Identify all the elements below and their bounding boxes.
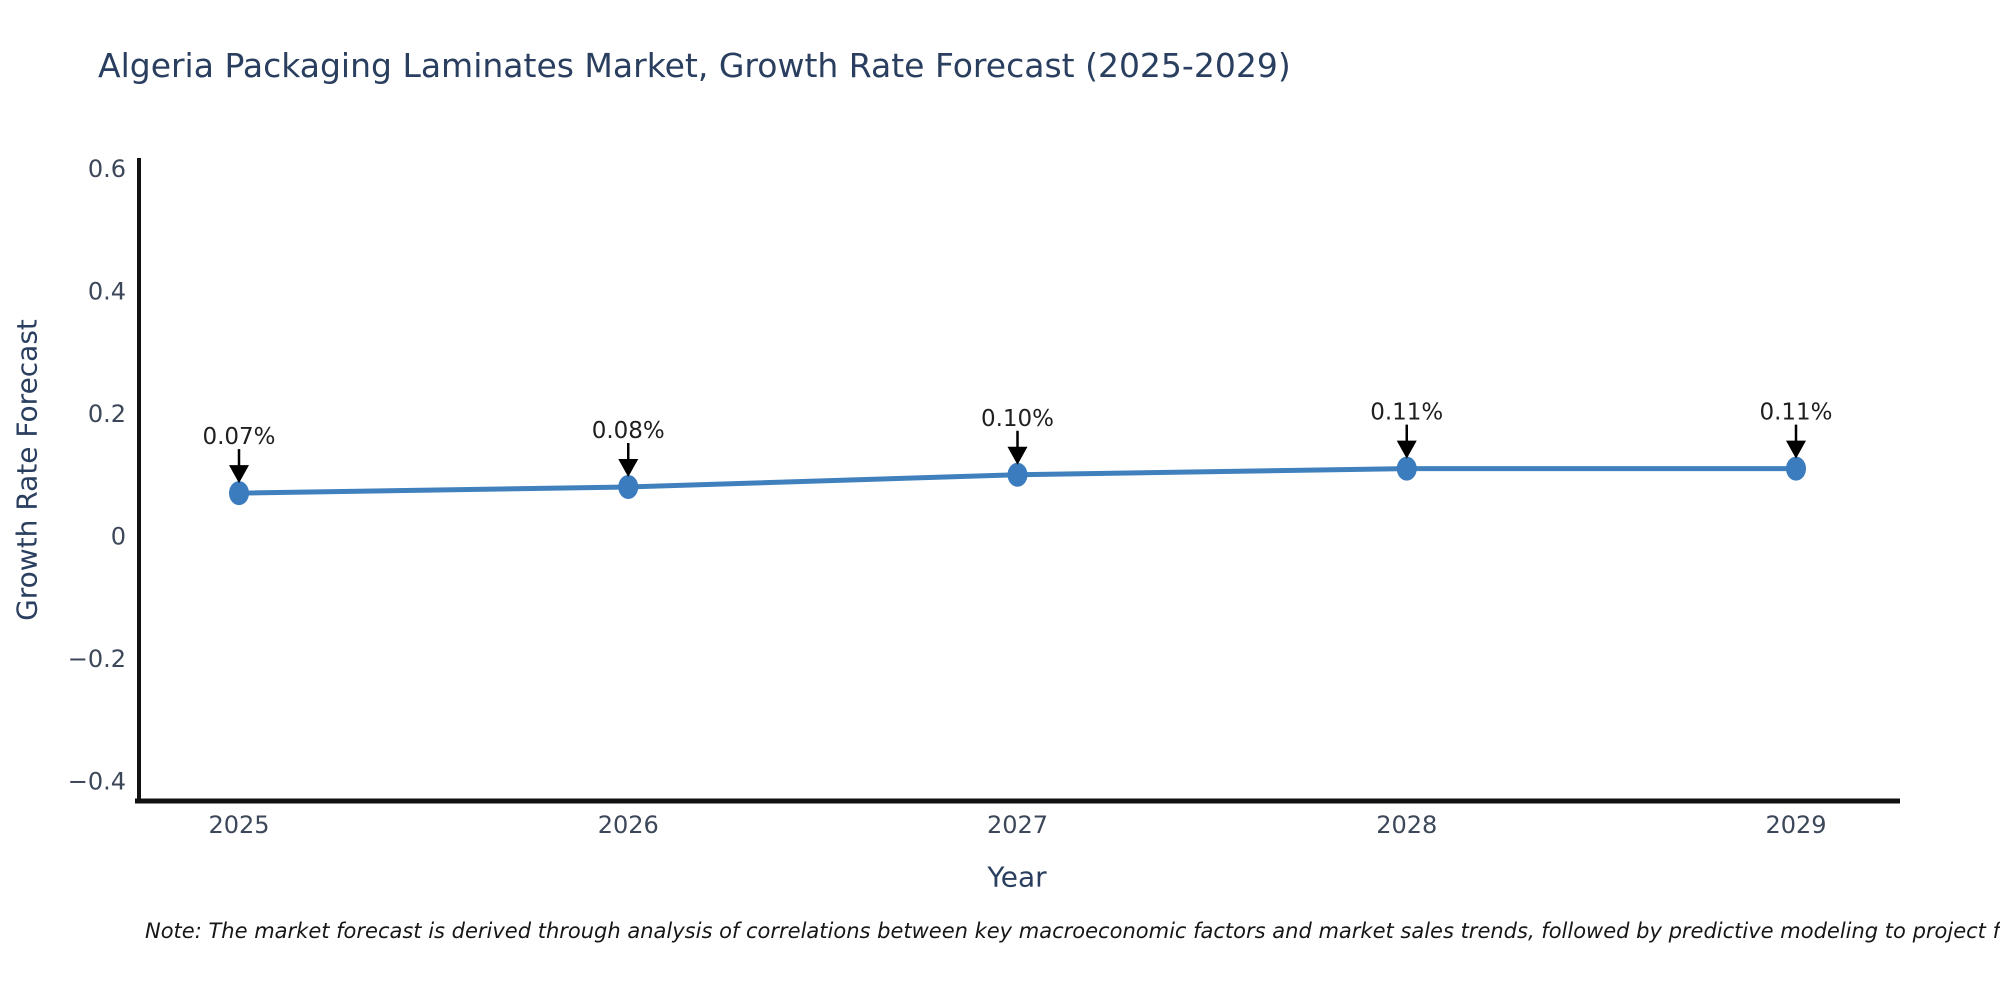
data-point-label: 0.10% (981, 406, 1054, 432)
data-point-marker (1786, 456, 1806, 481)
data-point-label: 0.07% (202, 424, 275, 450)
y-tick-label: 0.2 (88, 400, 126, 428)
y-tick-label: −0.4 (68, 768, 126, 796)
x-tick-label: 2028 (1376, 811, 1437, 839)
annotation-arrowhead-icon (1007, 446, 1028, 465)
data-point-label: 0.08% (592, 418, 665, 444)
annotation-arrowhead-icon (1396, 440, 1417, 459)
annotation-arrowhead-icon (618, 459, 639, 477)
data-point-label: 0.11% (1759, 400, 1832, 426)
x-axis-title: Year (987, 860, 1047, 894)
x-tick-label: 2025 (208, 811, 269, 839)
y-axis-title: Growth Rate Forecast (10, 319, 44, 621)
y-tick-label: 0.4 (88, 278, 126, 306)
y-tick-label: 0.6 (88, 155, 126, 183)
annotation-arrowhead-icon (229, 465, 249, 484)
x-tick-label: 2027 (987, 811, 1048, 839)
x-tick-label: 2026 (598, 811, 659, 839)
x-tick-label: 2029 (1765, 811, 1826, 839)
data-point-marker (229, 481, 249, 506)
y-tick-label: 0 (111, 523, 126, 551)
y-tick-label: −0.2 (68, 645, 126, 673)
data-point-marker (1007, 462, 1028, 487)
footnote-text: Note: The market forecast is derived thr… (145, 919, 2000, 943)
annotation-arrowhead-icon (1786, 440, 1806, 459)
data-point-marker (1396, 456, 1417, 481)
chart-title: Algeria Packaging Laminates Market, Grow… (98, 46, 1291, 85)
data-point-label: 0.11% (1370, 400, 1443, 426)
data-point-marker (618, 475, 639, 499)
